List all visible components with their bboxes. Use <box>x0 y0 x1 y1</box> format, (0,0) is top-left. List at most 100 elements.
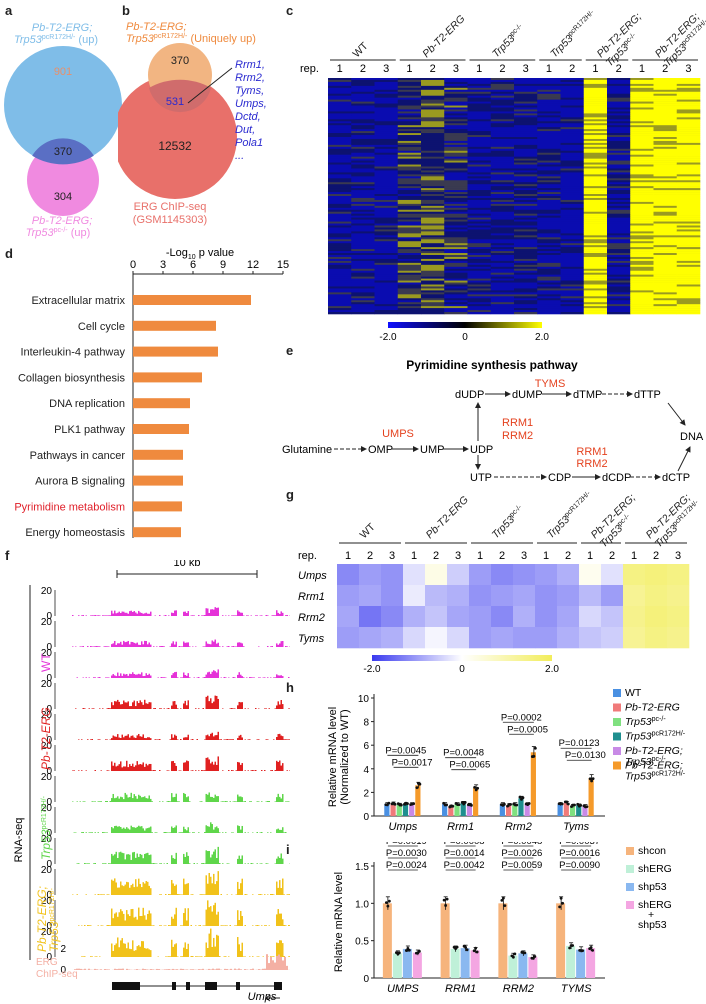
track-signal <box>276 643 278 647</box>
track-signal <box>276 674 278 678</box>
heatmap-c-cell <box>653 280 678 283</box>
heatmap-c-cell <box>583 111 608 114</box>
heatmap-c-cell <box>653 166 678 169</box>
track-signal <box>213 797 215 802</box>
enzyme-umps: UMPS <box>382 428 414 440</box>
heatmap-c-cell <box>444 87 468 91</box>
y-tick-label: 10 <box>358 694 370 705</box>
heatmap-c-cell <box>583 123 608 126</box>
track-signal <box>157 956 159 957</box>
chip-signal <box>216 968 218 970</box>
heatmap-c-cell <box>490 111 515 114</box>
track-signal <box>123 673 125 678</box>
track-signal <box>166 801 168 802</box>
heatmap-c-cell <box>676 231 701 234</box>
track-signal <box>174 610 176 616</box>
heatmap-c-cell <box>607 270 631 273</box>
heatmap-c-cell <box>351 135 375 138</box>
heatmap-g-cell <box>403 627 426 649</box>
x-tick-label: 3 <box>160 259 166 271</box>
heatmap-g-cell <box>667 606 690 628</box>
heatmap-c-cell <box>467 229 492 232</box>
heatmap-c-cell <box>583 119 608 122</box>
heatmap-c-cell <box>467 188 492 191</box>
heatmap-c-cell <box>374 274 399 277</box>
heatmap-c-cell <box>630 219 654 222</box>
heatmap-c-cell <box>490 286 515 289</box>
heatmap-c-cell <box>607 85 631 89</box>
heatmap-c-cell <box>630 227 654 230</box>
track-signal <box>211 732 213 740</box>
track-signal <box>279 643 281 647</box>
data-point <box>404 949 408 952</box>
track-signal <box>160 894 162 895</box>
heatmap-c-cell <box>676 255 701 258</box>
heatmap-c-cell <box>397 131 422 134</box>
heatmap-c-cell <box>630 211 654 214</box>
track-signal <box>93 863 95 864</box>
track-signal <box>136 674 138 678</box>
heatmap-c-cell <box>421 213 445 216</box>
track-signal <box>289 739 290 740</box>
track-signal <box>186 642 188 647</box>
heatmap-c-cell <box>560 306 585 309</box>
track-signal <box>168 832 170 833</box>
heatmap-c-cell <box>374 255 399 258</box>
heatmap-c-cell <box>560 229 585 232</box>
track-signal <box>139 826 141 833</box>
track-signal <box>174 796 176 802</box>
heatmap-c-cell <box>467 105 492 108</box>
gene-list-item: Umps, <box>235 98 267 110</box>
heatmap-c-cell <box>653 127 678 130</box>
chip-signal <box>186 969 188 970</box>
heatmap-c-cell <box>351 196 375 199</box>
track-signal <box>121 704 123 709</box>
heatmap-c-cell <box>490 225 515 228</box>
track-signal <box>147 798 149 802</box>
heatmap-c-cell <box>444 300 468 303</box>
heatmap-c-cell <box>560 272 585 275</box>
heatmap-c-cell <box>560 256 585 260</box>
heatmap-c-cell <box>374 249 399 252</box>
track-signal <box>205 757 207 771</box>
heatmap-c-cell <box>583 190 608 193</box>
heatmap-c-cell <box>537 142 561 146</box>
track-signal <box>238 888 240 895</box>
bar <box>412 952 422 978</box>
heatmap-g-cell <box>601 627 624 649</box>
track-signal <box>106 739 108 740</box>
track-signal <box>106 615 108 616</box>
heatmap-c-cell <box>560 89 585 93</box>
chip-signal <box>208 968 210 970</box>
legend-swatch <box>626 847 634 855</box>
heatmap-c-cell <box>374 280 399 283</box>
heatmap-c-cell <box>374 306 399 309</box>
heatmap-c-cell <box>630 207 654 211</box>
heatmap-c-cell <box>653 160 678 163</box>
heatmap-c-cell <box>397 180 422 183</box>
heatmap-c-cell <box>560 121 585 124</box>
heatmap-c-cell <box>351 160 375 163</box>
data-point <box>387 801 391 805</box>
heatmap-c-cell <box>351 306 375 309</box>
heatmap-c-cell <box>676 182 701 185</box>
gene-exon <box>274 982 282 990</box>
track-signal <box>255 925 257 926</box>
track-signal <box>258 739 260 740</box>
heatmap-c-cell <box>514 160 538 163</box>
track-signal <box>118 852 120 864</box>
track-signal <box>91 801 93 802</box>
heatmap-c-cell <box>607 101 631 104</box>
heatmap-c-cell <box>328 233 352 236</box>
heatmap-c-cell <box>467 186 492 189</box>
track-signal <box>123 700 125 709</box>
heatmap-c-cell <box>374 95 399 98</box>
track-signal <box>138 733 140 740</box>
track-signal <box>231 832 233 833</box>
track-signal <box>142 644 144 647</box>
heatmap-c-cell <box>490 302 515 305</box>
heatmap-c-cell <box>676 154 701 157</box>
track-signal <box>285 739 287 740</box>
heatmap-c-cell <box>351 298 375 301</box>
bar <box>415 785 421 816</box>
